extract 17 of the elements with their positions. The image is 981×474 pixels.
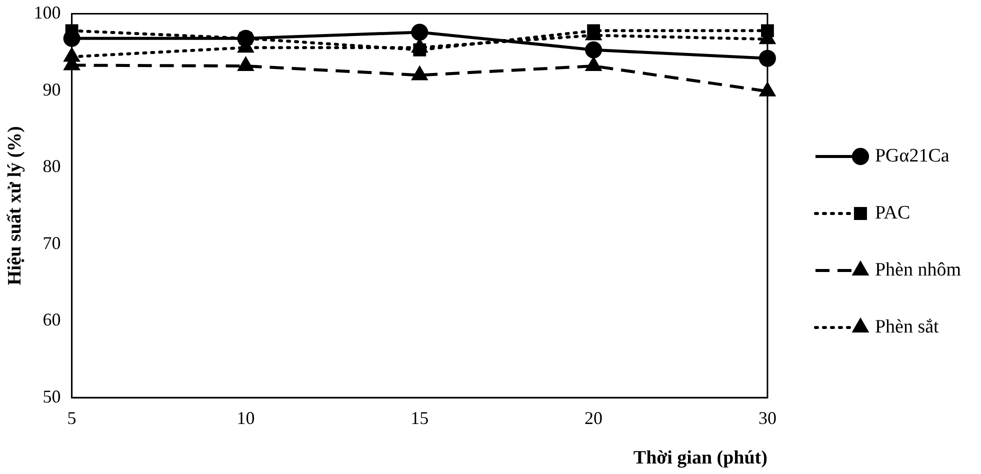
y-tick-label: 100 — [34, 2, 61, 23]
x-tick-label: 5 — [67, 408, 76, 428]
legend-label: Phèn nhôm — [874, 259, 962, 280]
y-tick-label: 50 — [42, 386, 61, 406]
y-tick-label: 60 — [42, 310, 61, 330]
y-axis-title: Hiệu suất xử lý (%) — [4, 126, 26, 286]
x-tick-label: 30 — [758, 408, 776, 428]
legend-label: Phèn sắt — [874, 316, 940, 338]
legend-label: PGα21Ca — [874, 145, 950, 166]
y-tick-label: 80 — [42, 156, 61, 176]
x-tick-label: 15 — [410, 408, 429, 428]
y-tick-label: 70 — [42, 232, 61, 253]
x-tick-label: 20 — [584, 408, 603, 428]
y-tick-label: 90 — [42, 79, 61, 100]
x-tick-label: 10 — [236, 408, 255, 428]
legend-label: PAC — [874, 202, 910, 224]
x-axis-title: Thời gian (phút) — [633, 448, 768, 469]
